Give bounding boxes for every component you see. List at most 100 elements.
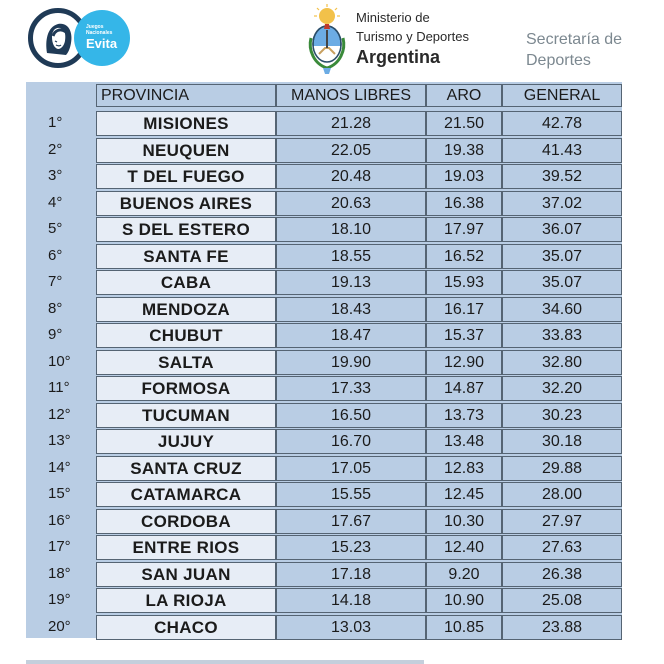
aro-cell: 17.97: [426, 217, 502, 242]
aro-cell: 9.20: [426, 561, 502, 587]
aro-cell: 13.48: [426, 429, 502, 454]
general-cell: 32.20: [502, 376, 622, 401]
provincia-cell: TUCUMAN: [96, 402, 276, 428]
page-header: Juegos Nacionales Evita Ministerio de Tu…: [0, 0, 664, 82]
table-row: 1° MISIONES 21.28 21.50 42.78: [26, 110, 622, 137]
manos-libres-cell: 16.70: [276, 429, 426, 454]
manos-libres-cell: 17.18: [276, 561, 426, 587]
rank-cell: 6°: [48, 246, 63, 264]
provincia-cell: MENDOZA: [96, 296, 276, 322]
rank-cell: 2°: [48, 140, 63, 158]
evita-word: Evita: [86, 36, 118, 51]
column-header-provincia: PROVINCIA: [96, 84, 276, 107]
aro-cell: 12.90: [426, 349, 502, 375]
ministry-line-3: Argentina: [356, 47, 441, 67]
manos-libres-cell: 16.50: [276, 402, 426, 428]
rank-cell: 17°: [48, 538, 71, 555]
table-row: 3° T DEL FUEGO 20.48 19.03 39.52: [26, 163, 622, 190]
rank-cell: 12°: [48, 405, 71, 423]
evita-logo: Juegos Nacionales Evita: [28, 6, 130, 72]
rank-cell: 16°: [48, 511, 71, 529]
aro-cell: 12.83: [426, 455, 502, 481]
provincia-cell: CATAMARCA: [96, 482, 276, 507]
general-cell: 23.88: [502, 614, 622, 640]
table-row: 8° MENDOZA 18.43 16.17 34.60: [26, 296, 622, 323]
column-header-manos-libres: MANOS LIBRES: [276, 84, 426, 107]
evita-small-text: Juegos Nacionales: [86, 24, 113, 36]
general-cell: 27.63: [502, 535, 622, 560]
provincia-cell: JUJUY: [96, 429, 276, 454]
table-row: 18° SAN JUAN 17.18 9.20 26.38: [26, 561, 622, 588]
aro-cell: 12.45: [426, 482, 502, 507]
table-row: 16° CORDOBA 17.67 10.30 27.97: [26, 508, 622, 535]
manos-libres-cell: 19.13: [276, 270, 426, 295]
rank-cell: 18°: [48, 564, 71, 582]
aro-cell: 16.17: [426, 296, 502, 322]
table-row: 17° ENTRE RIOS 15.23 12.40 27.63: [26, 534, 622, 561]
provincia-cell: LA RIOJA: [96, 588, 276, 613]
general-cell: 34.60: [502, 296, 622, 322]
manos-libres-cell: 18.47: [276, 323, 426, 348]
secretaria-line-2: Deportes: [526, 52, 591, 69]
table-row: 9° CHUBUT 18.47 15.37 33.83: [26, 322, 622, 349]
results-table: PROVINCIA MANOS LIBRES ARO GENERAL 1° MIS…: [26, 82, 622, 640]
provincia-cell: CABA: [96, 270, 276, 295]
rank-cell: 13°: [48, 432, 71, 449]
manos-libres-cell: 17.67: [276, 508, 426, 534]
table-row: 6° SANTA FE 18.55 16.52 35.07: [26, 243, 622, 270]
aro-cell: 16.52: [426, 243, 502, 269]
general-cell: 41.43: [502, 137, 622, 163]
aro-cell: 15.37: [426, 323, 502, 348]
general-cell: 35.07: [502, 243, 622, 269]
aro-cell: 10.30: [426, 508, 502, 534]
provincia-cell: FORMOSA: [96, 376, 276, 401]
manos-libres-cell: 14.18: [276, 588, 426, 613]
bottom-divider: [26, 660, 424, 664]
aro-cell: 16.38: [426, 190, 502, 216]
aro-cell: 14.87: [426, 376, 502, 401]
rank-cell: 20°: [48, 617, 71, 635]
manos-libres-cell: 18.43: [276, 296, 426, 322]
rank-cell: 5°: [48, 220, 63, 237]
provincia-cell: SANTA FE: [96, 243, 276, 269]
general-cell: 28.00: [502, 482, 622, 507]
rank-cell: 19°: [48, 591, 71, 608]
table-row: 15° CATAMARCA 15.55 12.45 28.00: [26, 481, 622, 508]
table-row: 12° TUCUMAN 16.50 13.73 30.23: [26, 402, 622, 429]
aro-cell: 15.93: [426, 270, 502, 295]
secretaria-line-1: Secretaría de: [526, 31, 623, 48]
rank-cell: 14°: [48, 458, 71, 476]
general-cell: 36.07: [502, 217, 622, 242]
provincia-cell: SANTA CRUZ: [96, 455, 276, 481]
column-header-general: GENERAL: [502, 84, 622, 107]
manos-libres-cell: 21.28: [276, 111, 426, 136]
aro-cell: 13.73: [426, 402, 502, 428]
provincia-cell: SAN JUAN: [96, 561, 276, 587]
rank-cell: 4°: [48, 193, 63, 211]
manos-libres-cell: 15.55: [276, 482, 426, 507]
general-cell: 27.97: [502, 508, 622, 534]
general-cell: 39.52: [502, 164, 622, 189]
table-row: 5° S DEL ESTERO 18.10 17.97 36.07: [26, 216, 622, 243]
rank-cell: 1°: [48, 114, 63, 131]
general-cell: 29.88: [502, 455, 622, 481]
aro-cell: 10.85: [426, 614, 502, 640]
table-row: 2° NEUQUEN 22.05 19.38 41.43: [26, 137, 622, 164]
aro-cell: 19.03: [426, 164, 502, 189]
general-cell: 30.23: [502, 402, 622, 428]
manos-libres-cell: 18.55: [276, 243, 426, 269]
aro-cell: 12.40: [426, 535, 502, 560]
aro-cell: 10.90: [426, 588, 502, 613]
manos-libres-cell: 18.10: [276, 217, 426, 242]
provincia-cell: CHUBUT: [96, 323, 276, 348]
manos-libres-cell: 19.90: [276, 349, 426, 375]
column-header-aro: ARO: [426, 84, 502, 107]
evita-badge: [74, 10, 130, 66]
table-row: 13° JUJUY 16.70 13.48 30.18: [26, 428, 622, 455]
general-cell: 25.08: [502, 588, 622, 613]
table-row: 4° BUENOS AIRES 20.63 16.38 37.02: [26, 190, 622, 217]
table-row: 14° SANTA CRUZ 17.05 12.83 29.88: [26, 455, 622, 482]
provincia-cell: SALTA: [96, 349, 276, 375]
table-row: 10° SALTA 19.90 12.90 32.80: [26, 349, 622, 376]
provincia-cell: BUENOS AIRES: [96, 190, 276, 216]
